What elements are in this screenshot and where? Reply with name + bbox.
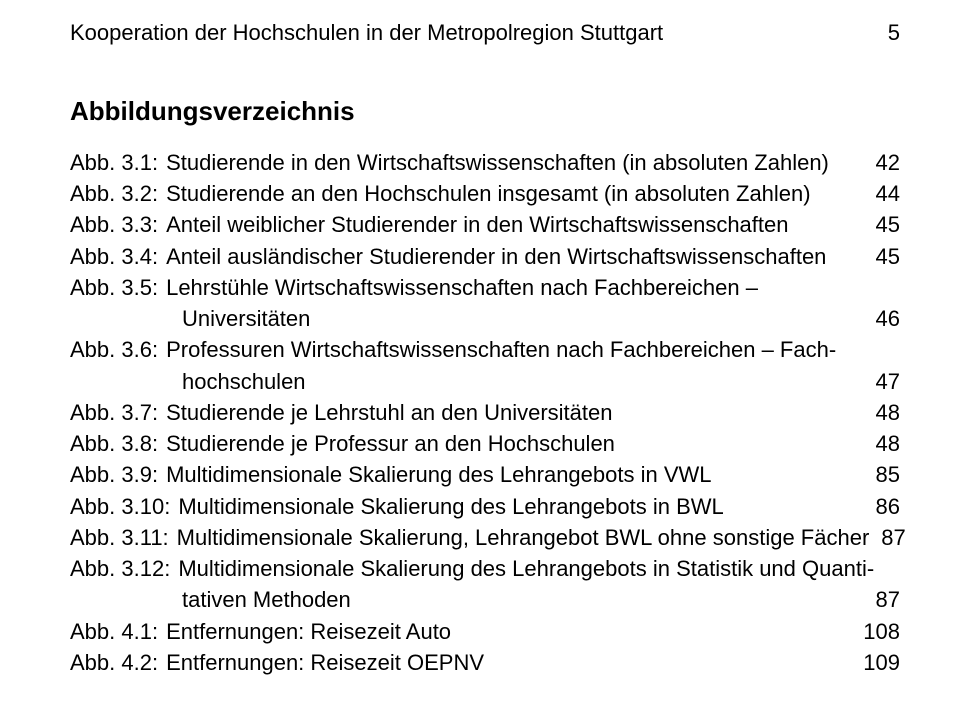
page-title: Abbildungsverzeichnis: [70, 96, 900, 127]
toc-entry: Abb. 4.2:Entfernungen: Reisezeit OEPNV 10…: [70, 647, 900, 678]
toc-page: 48: [872, 397, 900, 428]
toc-text: Anteil weiblicher Studierender in den Wi…: [166, 209, 788, 240]
toc-label: Abb. 3.6:: [70, 334, 166, 365]
toc-entry: Abb. 3.11:Multidimensionale Skalierung, …: [70, 522, 900, 553]
toc-entry: Abb. 3.4:Anteil ausländischer Studierend…: [70, 241, 900, 272]
toc-text: Studierende je Lehrstuhl an den Universi…: [166, 397, 612, 428]
toc-page: 46: [872, 303, 900, 334]
running-title: Kooperation der Hochschulen in der Metro…: [70, 20, 663, 46]
toc-label: Abb. 4.1:: [70, 616, 166, 647]
toc-label: Abb. 3.5:: [70, 272, 166, 303]
toc-text: Entfernungen: Reisezeit Auto: [166, 616, 451, 647]
toc-text: Multidimensionale Skalierung des Lehrang…: [178, 553, 874, 584]
toc-entry: Abb. 3.8:Studierende je Professur an den…: [70, 428, 900, 459]
page-container: Kooperation der Hochschulen in der Metro…: [0, 0, 960, 698]
toc-entry: Abb. 3.7:Studierende je Lehrstuhl an den…: [70, 397, 900, 428]
toc-entry: Abb. 3.1:Studierende in den Wirtschaftsw…: [70, 147, 900, 178]
toc-entry: Abb. 3.10:Multidimensionale Skalierung d…: [70, 491, 900, 522]
toc-text: Multidimensionale Skalierung, Lehrangebo…: [177, 522, 870, 553]
toc-text: Studierende an den Hochschulen insgesamt…: [166, 178, 811, 209]
toc-text-cont: tativen Methoden: [182, 584, 351, 615]
toc-text: Multidimensionale Skalierung des Lehrang…: [178, 491, 723, 522]
toc-page: 47: [872, 366, 900, 397]
toc-label: Abb. 3.11:: [70, 522, 177, 553]
toc-label: Abb. 3.8:: [70, 428, 166, 459]
toc-page: 85: [872, 459, 900, 490]
toc-entry: Abb. 3.6:Professuren Wirtschaftswissensc…: [70, 334, 900, 365]
toc-list: Abb. 3.1:Studierende in den Wirtschaftsw…: [70, 147, 900, 678]
toc-page: 86: [872, 491, 900, 522]
toc-entry: Abb. 3.12:Multidimensionale Skalierung d…: [70, 553, 900, 584]
toc-entry-continuation: hochschulen 47: [70, 366, 900, 397]
toc-text: Studierende in den Wirtschaftswissenscha…: [166, 147, 829, 178]
toc-text: Professuren Wirtschaftswissenschaften na…: [166, 334, 836, 365]
toc-label: Abb. 3.4:: [70, 241, 166, 272]
toc-entry: Abb. 3.3:Anteil weiblicher Studierender …: [70, 209, 900, 240]
toc-page: 44: [872, 178, 900, 209]
toc-text: Anteil ausländischer Studierender in den…: [166, 241, 826, 272]
toc-page: 109: [859, 647, 900, 678]
toc-label: Abb. 3.7:: [70, 397, 166, 428]
toc-text-cont: Universitäten: [182, 303, 310, 334]
toc-text: Lehrstühle Wirtschaftswissenschaften nac…: [166, 272, 758, 303]
toc-text: Entfernungen: Reisezeit OEPNV: [166, 647, 484, 678]
toc-label: Abb. 3.1:: [70, 147, 166, 178]
toc-page: 45: [872, 209, 900, 240]
toc-page: 45: [872, 241, 900, 272]
toc-page: 87: [872, 584, 900, 615]
toc-text: Studierende je Professur an den Hochschu…: [166, 428, 615, 459]
toc-label: Abb. 3.2:: [70, 178, 166, 209]
running-header: Kooperation der Hochschulen in der Metro…: [70, 20, 900, 46]
toc-label: Abb. 3.3:: [70, 209, 166, 240]
toc-entry: Abb. 3.2:Studierende an den Hochschulen …: [70, 178, 900, 209]
toc-page: 42: [872, 147, 900, 178]
page-number: 5: [888, 20, 900, 46]
toc-entry-continuation: Universitäten 46: [70, 303, 900, 334]
toc-label: Abb. 3.9:: [70, 459, 166, 490]
toc-page: 108: [859, 616, 900, 647]
toc-entry: Abb. 3.5:Lehrstühle Wirtschaftswissensch…: [70, 272, 900, 303]
toc-text: Multidimensionale Skalierung des Lehrang…: [166, 459, 711, 490]
toc-entry-continuation: tativen Methoden 87: [70, 584, 900, 615]
toc-text-cont: hochschulen: [182, 366, 306, 397]
toc-entry: Abb. 3.9:Multidimensionale Skalierung de…: [70, 459, 900, 490]
toc-entry: Abb. 4.1:Entfernungen: Reisezeit Auto 108: [70, 616, 900, 647]
toc-label: Abb. 3.12:: [70, 553, 178, 584]
toc-page: 48: [872, 428, 900, 459]
toc-page: 87: [877, 522, 905, 553]
toc-label: Abb. 3.10:: [70, 491, 178, 522]
toc-label: Abb. 4.2:: [70, 647, 166, 678]
